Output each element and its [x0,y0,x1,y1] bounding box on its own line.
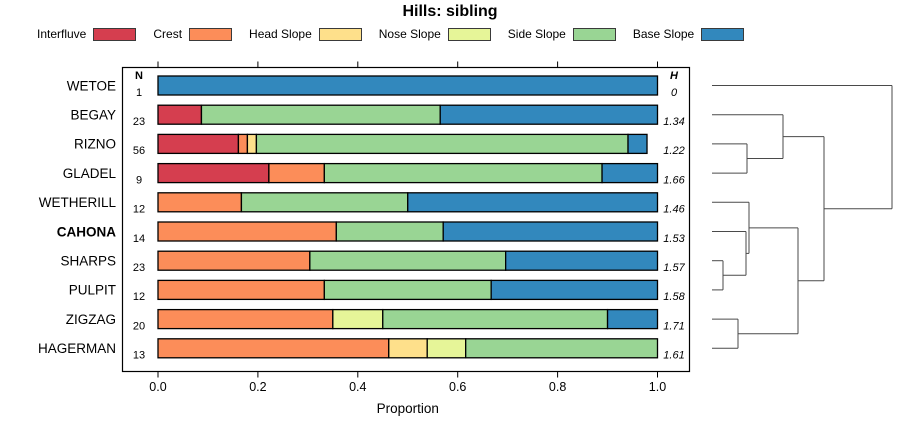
bar-segment [246,133,258,155]
bar-segment [426,338,467,359]
legend-label: Crest [153,27,183,41]
row-n-value: 9 [136,174,142,186]
legend-label: Base Slope [632,27,695,41]
bar-segment [309,250,507,271]
legend-item: Side Slope [508,27,616,41]
chart-title: Hills: sibling [402,3,498,20]
row-label: ZIGZAG [66,312,116,327]
row-label: RIZNO [74,137,116,152]
h-column-header: H [670,70,679,82]
bar-segment [335,221,444,242]
bar-segment [442,221,659,242]
legend-item: Nose Slope [379,27,491,41]
row-n-value: 56 [133,145,145,157]
row-h-value: 1.53 [663,233,685,245]
bar-segment [323,162,603,184]
row-n-value: 23 [133,116,145,128]
legend-label: Side Slope [507,27,566,41]
bar-segment [157,221,337,242]
bar-segment [490,279,659,301]
bar-segment [157,104,203,125]
bar-segment [157,338,390,359]
x-axis-tick-label: 0.8 [549,380,566,394]
row-label: SHARPS [60,254,116,269]
row-n-value: 23 [133,262,145,274]
bar-segment [157,279,325,301]
legend-swatch [93,27,137,41]
row-n-value: 1 [136,87,142,99]
n-column-header: N [135,70,143,82]
legend-swatch [318,27,362,41]
legend-item: Base Slope [632,27,745,41]
bar-segment [268,162,325,184]
bar-segment [407,192,659,213]
row-h-value: 1.71 [663,320,684,332]
row-h-value: 1.34 [663,116,684,128]
row-label: WETHERILL [39,195,117,210]
plot-border [121,66,691,373]
bar-segment [505,250,659,271]
row-n-value: 13 [133,350,145,362]
legend-swatch [189,27,233,41]
bar-segment [255,133,629,155]
row-h-value: 1.58 [663,291,685,303]
bar-segment [439,104,659,125]
row-label: BEGAY [70,108,116,123]
row-n-value: 14 [133,233,145,245]
row-label: CAHONA [57,224,116,239]
row-n-value: 12 [133,204,145,216]
row-h-value: 1.46 [663,204,685,216]
legend-item: Head Slope [249,27,362,41]
x-axis-tick-label: 0.4 [349,380,366,394]
row-label: HAGERMAN [38,341,116,356]
legend-item: Interfluve [37,27,137,41]
x-axis-tick-label: 0.0 [149,380,166,394]
bar-segment [332,308,384,330]
bar-segment [388,338,428,359]
bar-segment [200,104,441,125]
x-axis-title: Proportion [377,401,439,416]
x-axis-tick-label: 0.2 [249,380,266,394]
legend-swatch [701,27,745,41]
bar-segment [627,133,648,155]
bar-segment [157,75,659,96]
row-label: PULPIT [69,283,116,298]
bar-segment [382,308,609,330]
legend-label: Interfluve [37,27,87,41]
bar-segment [157,250,311,271]
legend-swatch [447,27,491,41]
bar-segment [465,338,659,359]
legend-swatch [572,27,616,41]
bar-segment [606,308,659,330]
x-axis-tick-label: 0.6 [449,380,466,394]
bar-segment [157,192,243,213]
bar-segment [157,162,270,184]
row-n-value: 12 [133,291,145,303]
bar-segment [601,162,659,184]
row-h-value: 1.66 [663,174,685,186]
row-h-value: 0 [671,87,678,99]
legend: Interfluve Crest Head Slope Nose Slope Side … [37,27,745,41]
bar-segment [157,133,240,155]
x-axis-tick-label: 1.0 [649,380,666,394]
row-label: GLADEL [63,166,117,181]
legend-label: Nose Slope [378,27,441,41]
row-label: WETOE [67,78,116,93]
row-h-value: 1.57 [663,262,685,274]
row-h-value: 1.61 [663,350,684,362]
legend-label: Head Slope [249,27,312,41]
row-h-value: 1.22 [663,145,684,157]
bar-segment [157,308,334,330]
bar-segment [240,192,409,213]
legend-item: Crest [153,27,233,41]
row-n-value: 20 [133,320,145,332]
bar-segment [323,279,492,301]
bar-segment [237,133,249,155]
